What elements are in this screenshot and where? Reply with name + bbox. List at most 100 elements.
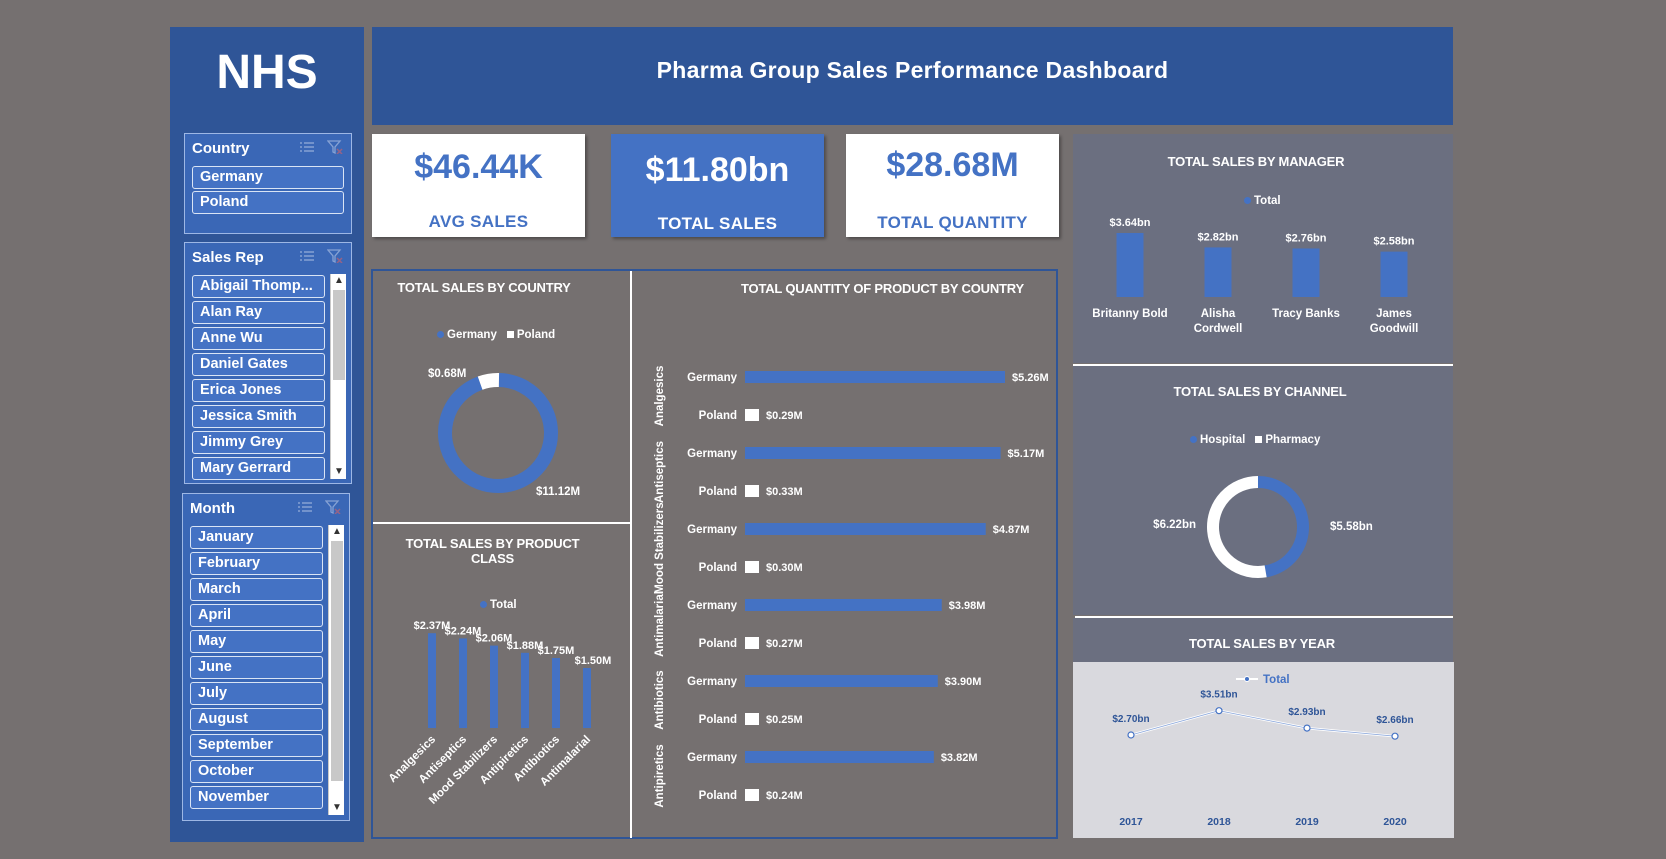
scroll-thumb[interactable] bbox=[333, 290, 345, 380]
bar bbox=[552, 658, 560, 728]
clear-filter-icon[interactable] bbox=[324, 500, 341, 515]
data-point bbox=[1215, 707, 1223, 715]
scroll-up-icon[interactable]: ▲ bbox=[334, 275, 344, 286]
data-label: $2.76bn bbox=[1286, 232, 1327, 244]
row-label: Germany bbox=[687, 372, 737, 384]
scroll-thumb[interactable] bbox=[331, 541, 343, 781]
sales-rep-slicer-item[interactable]: Mary Gerrard bbox=[192, 457, 325, 480]
legend-label: Pharmacy bbox=[1265, 434, 1321, 446]
bar bbox=[745, 713, 759, 725]
month-slicer: Month January February March April May June Ju… bbox=[182, 493, 350, 821]
x-tick-label: Britanny Bold bbox=[1092, 308, 1167, 320]
month-slicer-header: Month bbox=[183, 494, 349, 522]
data-label: $2.24M bbox=[445, 625, 482, 637]
month-slicer-item[interactable]: April bbox=[190, 604, 323, 627]
x-tick-label: Goodwill bbox=[1370, 323, 1419, 335]
data-label: $2.82bn bbox=[1198, 231, 1239, 243]
data-label: $3.64bn bbox=[1110, 217, 1151, 229]
row-label: Poland bbox=[699, 562, 737, 574]
sales-rep-slicer-item[interactable]: Daniel Gates bbox=[192, 353, 325, 376]
bar bbox=[459, 638, 467, 728]
scroll-up-icon[interactable]: ▲ bbox=[332, 526, 342, 537]
legend-item: Total bbox=[480, 599, 517, 611]
clear-filter-icon[interactable] bbox=[326, 140, 343, 155]
sales-rep-slicer-item[interactable]: Anne Wu bbox=[192, 327, 325, 350]
x-tick-label: 2019 bbox=[1295, 816, 1319, 828]
bar bbox=[490, 645, 498, 728]
kpi-total-quantity: $28.68M TOTAL QUANTITY bbox=[846, 134, 1059, 237]
clear-filter-icon[interactable] bbox=[326, 249, 343, 264]
data-label: $6.22bn bbox=[1153, 519, 1196, 531]
x-tick-label: 2017 bbox=[1119, 816, 1143, 828]
data-label: $3.82M bbox=[941, 752, 978, 764]
month-slicer-item[interactable]: October bbox=[190, 760, 323, 783]
data-label: $0.33M bbox=[766, 486, 803, 498]
month-slicer-item[interactable]: September bbox=[190, 734, 323, 757]
month-slicer-title: Month bbox=[190, 499, 235, 517]
bar bbox=[745, 485, 759, 497]
sales-rep-slicer-title: Sales Rep bbox=[192, 248, 264, 266]
chart-sales-by-product-class: $2.37MAnalgesics$2.24MAntiseptics$2.06MM… bbox=[387, 620, 612, 807]
sales-rep-slicer-item[interactable]: Alan Ray bbox=[192, 301, 325, 324]
legend-sales-by-channel: Hospital Pharmacy bbox=[1190, 434, 1320, 446]
scroll-down-icon[interactable]: ▼ bbox=[334, 466, 344, 477]
data-label: $5.17M bbox=[1008, 448, 1045, 460]
sales-rep-slicer-item[interactable]: Erica Jones bbox=[192, 379, 325, 402]
month-slicer-item[interactable]: May bbox=[190, 630, 323, 653]
donut-slice bbox=[438, 373, 558, 493]
chart-title-sales-by-product-class: TOTAL SALES BY PRODUCT CLASS bbox=[405, 536, 580, 566]
scroll-down-icon[interactable]: ▼ bbox=[332, 802, 342, 813]
dashboard-title: Pharma Group Sales Performance Dashboard bbox=[372, 27, 1453, 125]
divider-vertical bbox=[630, 271, 632, 838]
month-slicer-item[interactable]: August bbox=[190, 708, 323, 731]
sales-rep-slicer-item[interactable]: Jessica Smith bbox=[192, 405, 325, 428]
kpi-label: TOTAL SALES bbox=[657, 214, 778, 233]
bar bbox=[428, 633, 436, 728]
data-label: $2.70bn bbox=[1112, 714, 1149, 725]
kpi-total-sales: $11.80bn TOTAL SALES bbox=[611, 134, 824, 237]
sales-rep-slicer-item[interactable]: Jimmy Grey bbox=[192, 431, 325, 454]
legend-marker-icon bbox=[1244, 676, 1250, 682]
country-slicer-item[interactable]: Germany bbox=[192, 166, 344, 189]
month-slicer-item[interactable]: November bbox=[190, 786, 323, 809]
legend-label: Total bbox=[1263, 674, 1290, 686]
sales-rep-slicer-item[interactable]: Abigail Thomp... bbox=[192, 275, 325, 298]
legend-sales-by-country: Germany Poland bbox=[437, 329, 555, 341]
sidebar: NHS Country Germany Poland Sales Rep Abig… bbox=[170, 27, 364, 842]
data-point bbox=[1391, 732, 1399, 740]
month-slicer-item[interactable]: July bbox=[190, 682, 323, 705]
data-label: $2.58bn bbox=[1374, 236, 1415, 248]
data-label: $11.12M bbox=[536, 486, 580, 498]
month-slicer-item[interactable]: March bbox=[190, 578, 323, 601]
bar bbox=[745, 523, 986, 535]
category-label: Antibiotics bbox=[654, 670, 666, 729]
multi-select-icon[interactable] bbox=[299, 249, 315, 263]
chart-title-sales-by-manager: TOTAL SALES BY MANAGER bbox=[1167, 154, 1345, 169]
multi-select-icon[interactable] bbox=[297, 500, 313, 514]
category-label: Antiseptics bbox=[654, 441, 666, 503]
sales-rep-scrollbar[interactable]: ▲ ▼ bbox=[330, 274, 346, 479]
year-panel bbox=[1073, 618, 1453, 662]
category-label: Analgesics bbox=[654, 366, 666, 427]
kpi-value: $28.68M bbox=[886, 146, 1019, 184]
month-slicer-item[interactable]: February bbox=[190, 552, 323, 575]
month-slicer-item[interactable]: June bbox=[190, 656, 323, 679]
legend-item: Total bbox=[1244, 195, 1281, 207]
bar bbox=[745, 675, 938, 687]
chart-title-sales-by-year: TOTAL SALES BY YEAR bbox=[1189, 636, 1335, 651]
multi-select-icon[interactable] bbox=[299, 140, 315, 154]
data-label: $2.06M bbox=[476, 633, 513, 645]
row-label: Poland bbox=[699, 410, 737, 422]
data-label: $5.26M bbox=[1012, 372, 1049, 384]
country-slicer-item[interactable]: Poland bbox=[192, 191, 344, 214]
legend-item: Hospital bbox=[1190, 434, 1245, 446]
month-scrollbar[interactable]: ▲ ▼ bbox=[328, 525, 344, 815]
kpi-avg-sales: $46.44K AVG SALES bbox=[372, 134, 585, 237]
row-label: Germany bbox=[687, 752, 737, 764]
data-label: $1.88M bbox=[507, 640, 544, 652]
data-label: $3.51bn bbox=[1200, 690, 1237, 701]
data-label: $0.27M bbox=[766, 638, 803, 650]
row-label: Poland bbox=[699, 714, 737, 726]
data-point bbox=[1303, 724, 1311, 732]
month-slicer-item[interactable]: January bbox=[190, 526, 323, 549]
